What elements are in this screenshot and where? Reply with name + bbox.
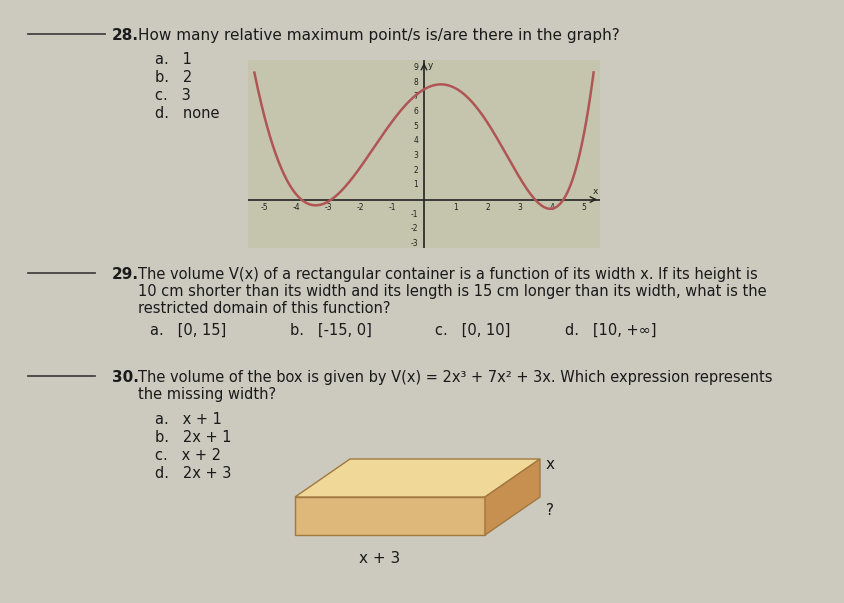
Text: the missing width?: the missing width? bbox=[138, 387, 276, 402]
Text: a.   x + 1: a. x + 1 bbox=[154, 412, 222, 427]
Text: -1: -1 bbox=[387, 203, 395, 212]
Text: 1: 1 bbox=[453, 203, 457, 212]
Text: 10 cm shorter than its width and its length is 15 cm longer than its width, what: 10 cm shorter than its width and its len… bbox=[138, 284, 766, 299]
Text: 8: 8 bbox=[413, 78, 418, 87]
Text: x + 3: x + 3 bbox=[359, 551, 400, 566]
Text: 9: 9 bbox=[413, 63, 418, 72]
Text: The volume V(x) of a rectangular container is a function of its width x. If its : The volume V(x) of a rectangular contain… bbox=[138, 267, 757, 282]
Text: -5: -5 bbox=[260, 203, 268, 212]
Text: c.   3: c. 3 bbox=[154, 88, 191, 103]
Text: x: x bbox=[545, 457, 555, 472]
Text: d.   [10, +∞]: d. [10, +∞] bbox=[565, 323, 656, 338]
Text: b.   2: b. 2 bbox=[154, 70, 192, 85]
Text: -3: -3 bbox=[410, 239, 418, 248]
Text: c.   [0, 10]: c. [0, 10] bbox=[435, 323, 510, 338]
Text: 3: 3 bbox=[517, 203, 522, 212]
Text: -4: -4 bbox=[292, 203, 300, 212]
Text: a.   [0, 15]: a. [0, 15] bbox=[150, 323, 226, 338]
Text: 3: 3 bbox=[413, 151, 418, 160]
Text: y: y bbox=[427, 62, 433, 71]
Text: -2: -2 bbox=[410, 224, 418, 233]
Text: 2: 2 bbox=[485, 203, 490, 212]
Polygon shape bbox=[295, 459, 539, 497]
Text: 4: 4 bbox=[549, 203, 554, 212]
Text: 28.: 28. bbox=[112, 28, 138, 43]
Text: a.   1: a. 1 bbox=[154, 52, 192, 67]
Text: How many relative maximum point/s is/are there in the graph?: How many relative maximum point/s is/are… bbox=[138, 28, 619, 43]
Text: 1: 1 bbox=[413, 180, 418, 189]
Polygon shape bbox=[484, 459, 539, 535]
Text: 5: 5 bbox=[413, 122, 418, 131]
Text: -2: -2 bbox=[356, 203, 363, 212]
Text: x: x bbox=[592, 187, 598, 196]
Text: d.   none: d. none bbox=[154, 106, 219, 121]
Text: 4: 4 bbox=[413, 136, 418, 145]
Text: The volume of the box is given by V(x) = 2x³ + 7x² + 3x. Which expression repres: The volume of the box is given by V(x) =… bbox=[138, 370, 771, 385]
Text: b.   2x + 1: b. 2x + 1 bbox=[154, 430, 231, 445]
Text: c.   x + 2: c. x + 2 bbox=[154, 448, 221, 463]
Text: 30.: 30. bbox=[112, 370, 138, 385]
Text: -1: -1 bbox=[410, 210, 418, 219]
Text: 29.: 29. bbox=[112, 267, 138, 282]
Text: 6: 6 bbox=[413, 107, 418, 116]
Polygon shape bbox=[295, 497, 484, 535]
Text: ?: ? bbox=[545, 503, 554, 518]
Text: 5: 5 bbox=[581, 203, 586, 212]
Text: restricted domain of this function?: restricted domain of this function? bbox=[138, 301, 390, 316]
Text: 7: 7 bbox=[413, 92, 418, 101]
Text: b.   [-15, 0]: b. [-15, 0] bbox=[289, 323, 371, 338]
Text: d.   2x + 3: d. 2x + 3 bbox=[154, 466, 231, 481]
Text: 2: 2 bbox=[413, 166, 418, 175]
Text: -3: -3 bbox=[324, 203, 332, 212]
